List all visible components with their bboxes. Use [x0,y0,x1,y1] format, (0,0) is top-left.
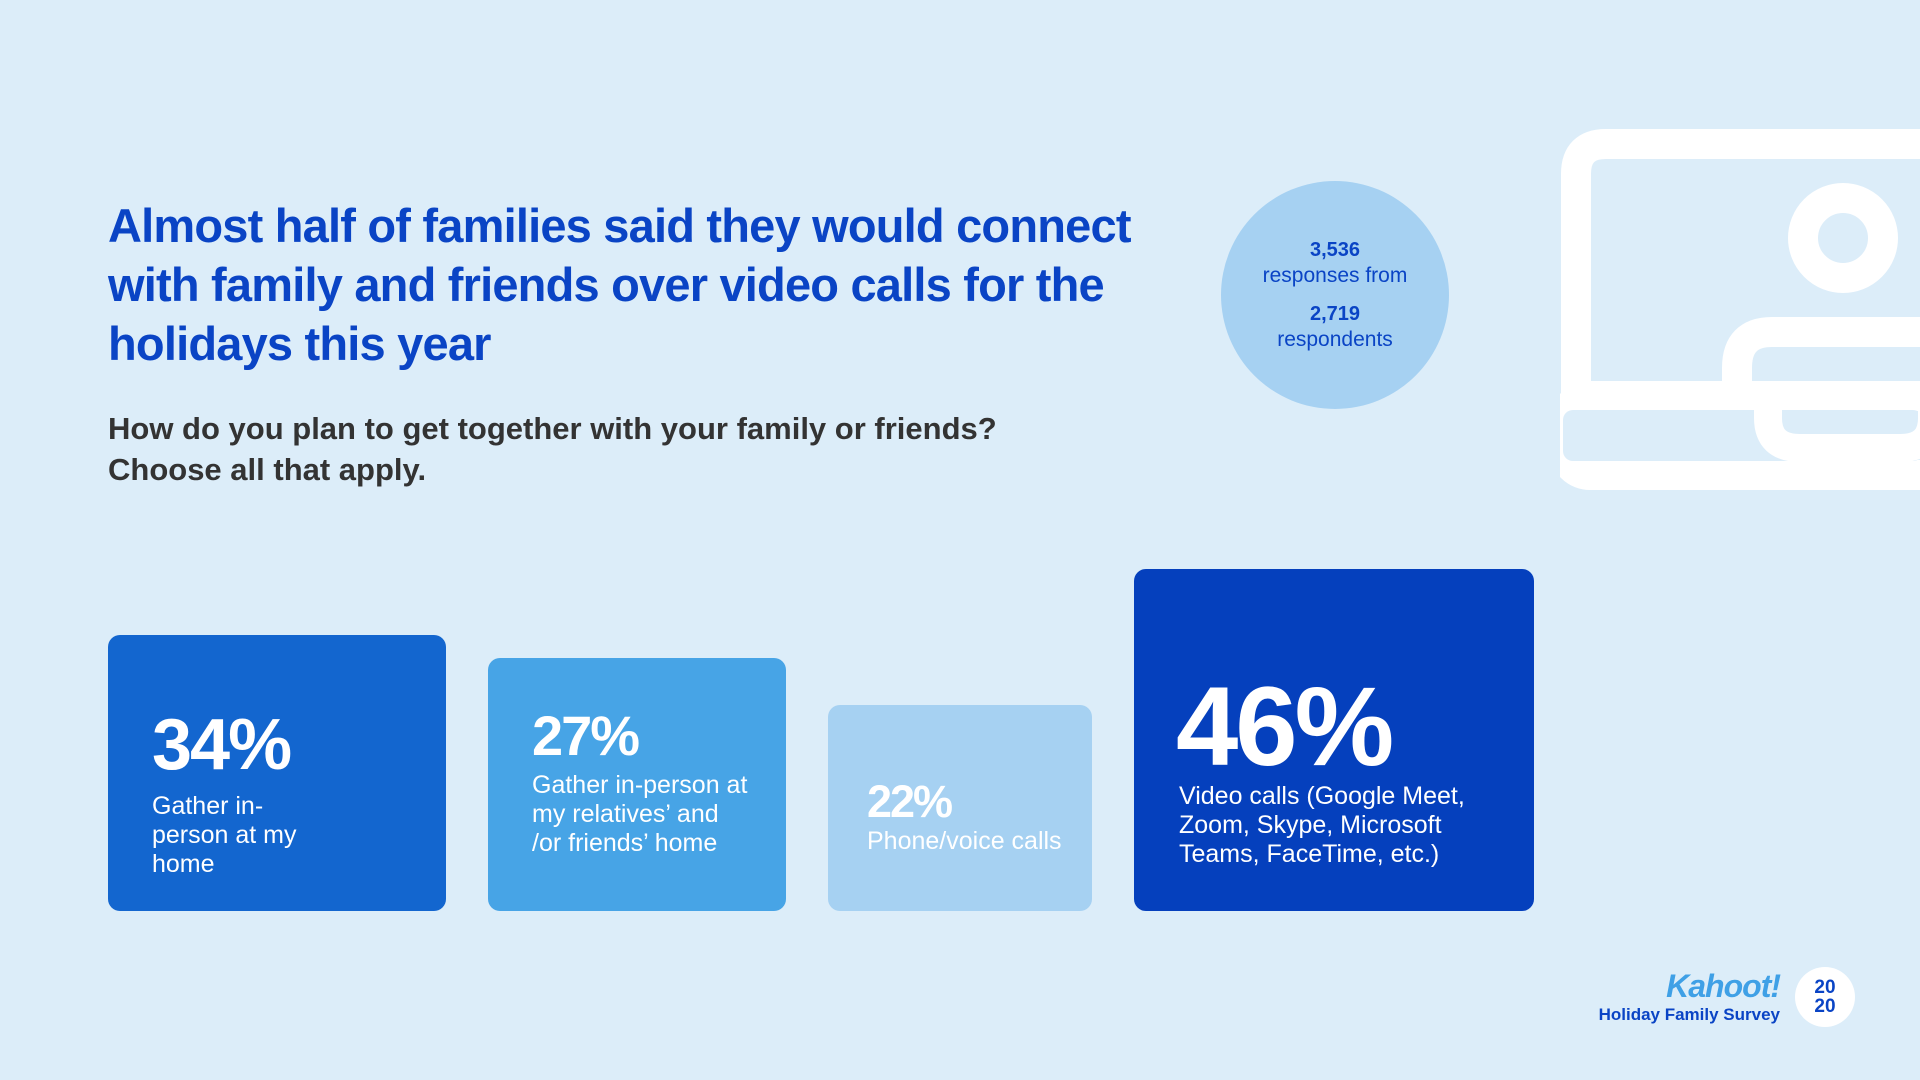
respondents-label: respondents [1277,328,1393,351]
year-top: 20 [1814,977,1836,998]
responses-count: 3,536 [1309,239,1361,261]
kahoot-logo: Kahoot! [1666,968,1781,1004]
bar-gather-at-home: 34% Gather in-person at my home [108,635,446,911]
survey-question: How do you plan to get together with you… [108,411,997,487]
bar-value-label: 27% [532,704,640,767]
bar-value-label: 46% [1176,664,1394,789]
response-count-badge: 3,536 responses from 2,719 respondents [1221,181,1449,409]
bar-value-label: 34% [152,705,292,785]
bar-phone-calls: 22% Phone/voice calls [828,705,1092,911]
survey-name: Holiday Family Survey [1598,1005,1780,1024]
bar-gather-at-relatives: 27% Gather in-person at my relatives’ an… [488,658,786,911]
bar-category-label: Gather in-person at my home [152,792,297,878]
bar-category-label: Video calls (Google Meet, Zoom, Skype, M… [1179,782,1465,868]
bar-category-label: Gather in-person at my relatives’ and /o… [532,771,748,857]
bar-value-label: 22% [867,776,953,827]
laptop-video-call-icon [1560,129,1920,490]
year-bottom: 20 [1814,996,1836,1017]
responses-label: responses from [1262,264,1408,287]
headline: Almost half of families said they would … [108,199,1131,370]
year-badge: 20 20 [1795,967,1855,1027]
bar-category-label: Phone/voice calls [867,827,1062,855]
brand-block: Kahoot! Holiday Family Survey [1598,968,1781,1026]
respondents-count: 2,719 [1309,303,1361,325]
bar-video-calls: 46% Video calls (Google Meet, Zoom, Skyp… [1134,569,1534,911]
